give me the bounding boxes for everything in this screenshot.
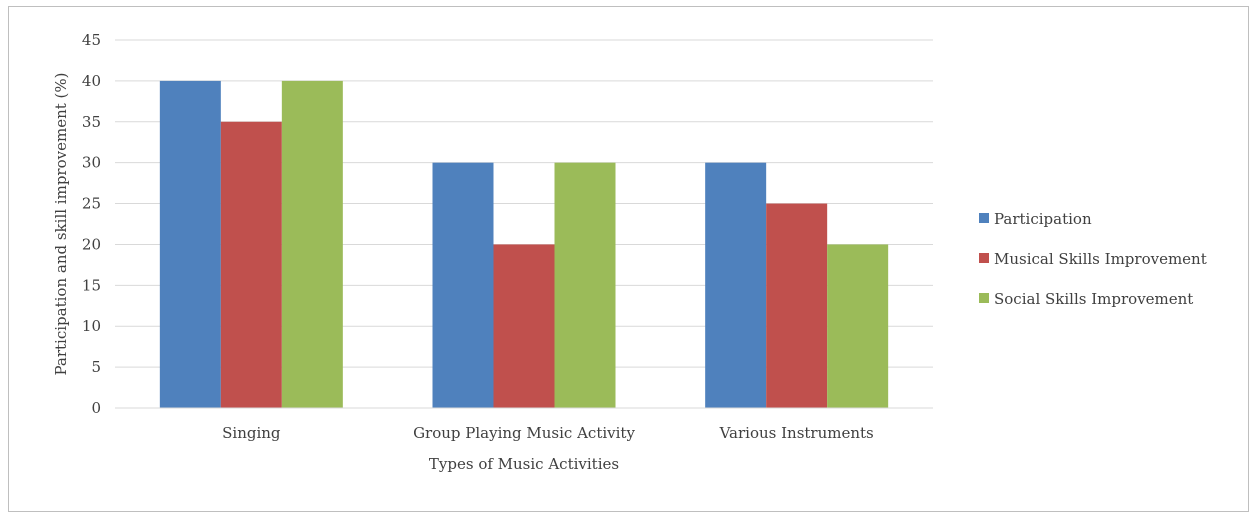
bar-participation-1 (159, 80, 221, 408)
y-tick-label: 0 (91, 399, 101, 417)
bar-social-skills-improvement-1 (281, 80, 343, 408)
y-tick-label: 45 (82, 31, 101, 49)
y-tick-label: 15 (82, 276, 101, 294)
y-tick-label: 20 (82, 235, 101, 253)
x-category-label: Singing (222, 424, 281, 442)
bar-participation-3 (705, 162, 767, 408)
y-tick-label: 30 (82, 154, 101, 172)
y-tick-label: 35 (82, 113, 101, 131)
bar-social-skills-improvement-3 (827, 244, 889, 408)
legend-label: Social Skills Improvement (994, 290, 1193, 308)
bar-participation-2 (432, 162, 494, 408)
y-tick-label: 5 (91, 358, 101, 376)
legend-swatch (979, 253, 989, 263)
bar-musical-skills-improvement-1 (220, 121, 282, 409)
legend-swatch (979, 213, 989, 223)
legend-swatch (979, 293, 989, 303)
x-category-label: Group Playing Music Activity (413, 424, 635, 442)
bar-musical-skills-improvement-3 (766, 203, 828, 408)
bar-social-skills-improvement-2 (554, 162, 616, 408)
y-axis-title: Participation and skill improvement (%) (52, 73, 70, 376)
y-axis-ticks: 0 5 10 15 20 25 30 35 40 45 (82, 31, 101, 417)
y-tick-label: 25 (82, 195, 101, 213)
legend: Participation Musical Skills Improvement S… (979, 210, 1207, 308)
bar-musical-skills-improvement-2 (493, 244, 555, 408)
y-tick-label: 40 (82, 72, 101, 90)
y-tick-label: 10 (82, 317, 101, 335)
legend-label: Musical Skills Improvement (994, 250, 1207, 268)
x-axis-categories: Singing Group Playing Music Activity Vario… (222, 424, 874, 442)
x-category-label: Various Instruments (719, 424, 874, 442)
legend-label: Participation (994, 210, 1092, 228)
x-axis-title: Types of Music Activities (429, 455, 619, 473)
bars (159, 80, 889, 409)
